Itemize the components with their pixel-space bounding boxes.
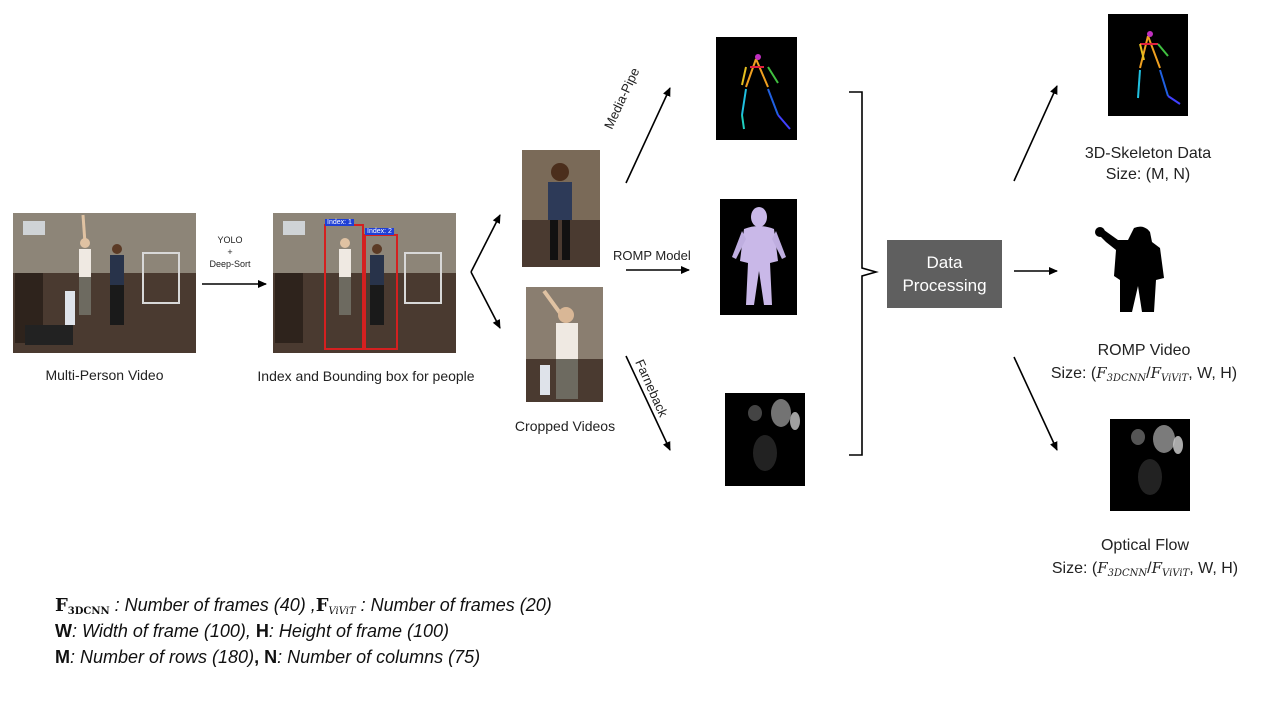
legend-w-desc: : Width of frame (100), [72, 621, 256, 641]
flow-output-title: Optical Flow [1100, 537, 1190, 554]
flow-f3dcnn-sym: F [1097, 559, 1108, 577]
legend-fvivit-sub: ViViT [328, 606, 356, 617]
romp-output-label: ROMP Video Size: (F3DCNN/FViViT, W, H) [1030, 340, 1258, 390]
romp-output-title: ROMP Video [1097, 342, 1191, 359]
legend-w-sym: W [55, 621, 72, 641]
bbox-tag-1: Index: 1 [325, 219, 354, 226]
optical-flow-output [1110, 419, 1190, 511]
flow-size-suffix: , W, H) [1189, 560, 1239, 577]
flow-size-fvivit: FViViT [1151, 559, 1190, 579]
yolo-label: YOLO [217, 235, 243, 245]
legend-m-sym: M [55, 647, 70, 667]
arrow-farneback [625, 355, 671, 451]
arrow-fork-top [470, 214, 501, 273]
flow-output-size: Size: (F3DCNN/FViViT, W, H) [1030, 557, 1260, 585]
tracked-video-frame: Index: 1 Index: 2 [273, 213, 456, 353]
multi-person-video-frame [13, 213, 196, 353]
legend-line-1: F3DCNN : Number of frames (40) ,FViViT :… [55, 595, 552, 617]
legend-f3dcnn-desc: : Number of frames (40) , [109, 595, 316, 615]
arrow-out-flow [1013, 356, 1058, 451]
romp-size-suffix: , W, H) [1188, 365, 1238, 382]
romp-fvivit-sub: ViViT [1161, 373, 1189, 384]
flow-fvivit-sub: ViViT [1162, 568, 1190, 579]
romp-output-size: Size: (F3DCNN/FViViT, W, H) [1030, 362, 1258, 390]
cropped-video-person-1 [526, 287, 603, 402]
flow-size-slash: / [1147, 560, 1152, 577]
detection-method-label: YOLO + Deep-Sort [202, 234, 258, 270]
bbox-2 [364, 234, 398, 350]
input-video-label: Multi-Person Video [45, 367, 164, 383]
arrow-mediapipe [625, 87, 671, 184]
cropped-videos-label: Cropped Videos [514, 418, 616, 434]
skeleton-preview [716, 37, 797, 140]
flow-f3dcnn-sub: 3DCNN [1107, 568, 1148, 579]
romp-fvivit-sym: F [1150, 364, 1162, 382]
brace [849, 91, 879, 456]
plus-label: + [227, 247, 233, 257]
legend-h-desc: : Height of frame (100) [268, 621, 449, 641]
flow-fvivit-sym: F [1151, 559, 1163, 577]
romp-f3dcnn-sub: 3DCNN [1106, 373, 1147, 384]
flow-size-f3dcnn: F3DCNN [1097, 559, 1148, 579]
legend-n-sym: N [264, 647, 278, 667]
romp-size-prefix: Size: ( [1050, 365, 1097, 382]
legend-fvivit-desc: : Number of frames (20) [355, 595, 552, 615]
legend-line-3: M: Number of rows (180), N: Number of co… [55, 647, 480, 668]
legend-comma: , [254, 647, 265, 667]
data-processing-label: Data Processing [902, 253, 987, 295]
legend-line-2: W: Width of frame (100), H: Height of fr… [55, 621, 449, 642]
legend-n-desc: : Number of columns (75) [277, 647, 481, 667]
legend-f3dcnn-sym: F [55, 595, 68, 616]
arrow-fork-bottom [470, 271, 501, 329]
skeleton-output [1108, 14, 1188, 116]
skeleton-output-label: 3D-Skeleton Data Size: (M, N) [1070, 143, 1226, 185]
data-processing-box: Data Processing [887, 240, 1002, 308]
romp-mesh-preview [720, 199, 797, 315]
romp-size-slash: / [1146, 365, 1151, 382]
romp-f3dcnn-sym: F [1096, 364, 1107, 382]
bbox-tag-2: Index: 2 [365, 228, 394, 235]
legend-m-desc: : Number of rows (180) [70, 647, 255, 667]
branch-label-romp: ROMP Model [613, 248, 691, 263]
legend-fvivit-sym: F [315, 595, 329, 616]
legend-h-sym: H [255, 621, 269, 641]
skeleton-output-title: 3D-Skeleton Data [1084, 145, 1212, 162]
deepsort-label: Deep-Sort [209, 259, 251, 269]
farneback-flow-preview [725, 393, 805, 486]
romp-size-f3dcnn: F3DCNN [1096, 364, 1147, 384]
cropped-video-person-2 [522, 150, 600, 267]
flow-size-prefix: Size: ( [1051, 560, 1098, 577]
legend-f3dcnn-sub: 3DCNN [67, 606, 110, 617]
romp-output-silhouette [1086, 220, 1186, 316]
romp-size-fvivit: FViViT [1150, 364, 1189, 384]
optical-flow-output-label: Optical Flow Size: (F3DCNN/FViViT, W, H) [1030, 535, 1260, 585]
tracked-video-label: Index and Bounding box for people [257, 368, 475, 384]
skeleton-output-size: Size: (M, N) [1105, 166, 1191, 183]
arrow-out-skeleton [1013, 85, 1058, 182]
